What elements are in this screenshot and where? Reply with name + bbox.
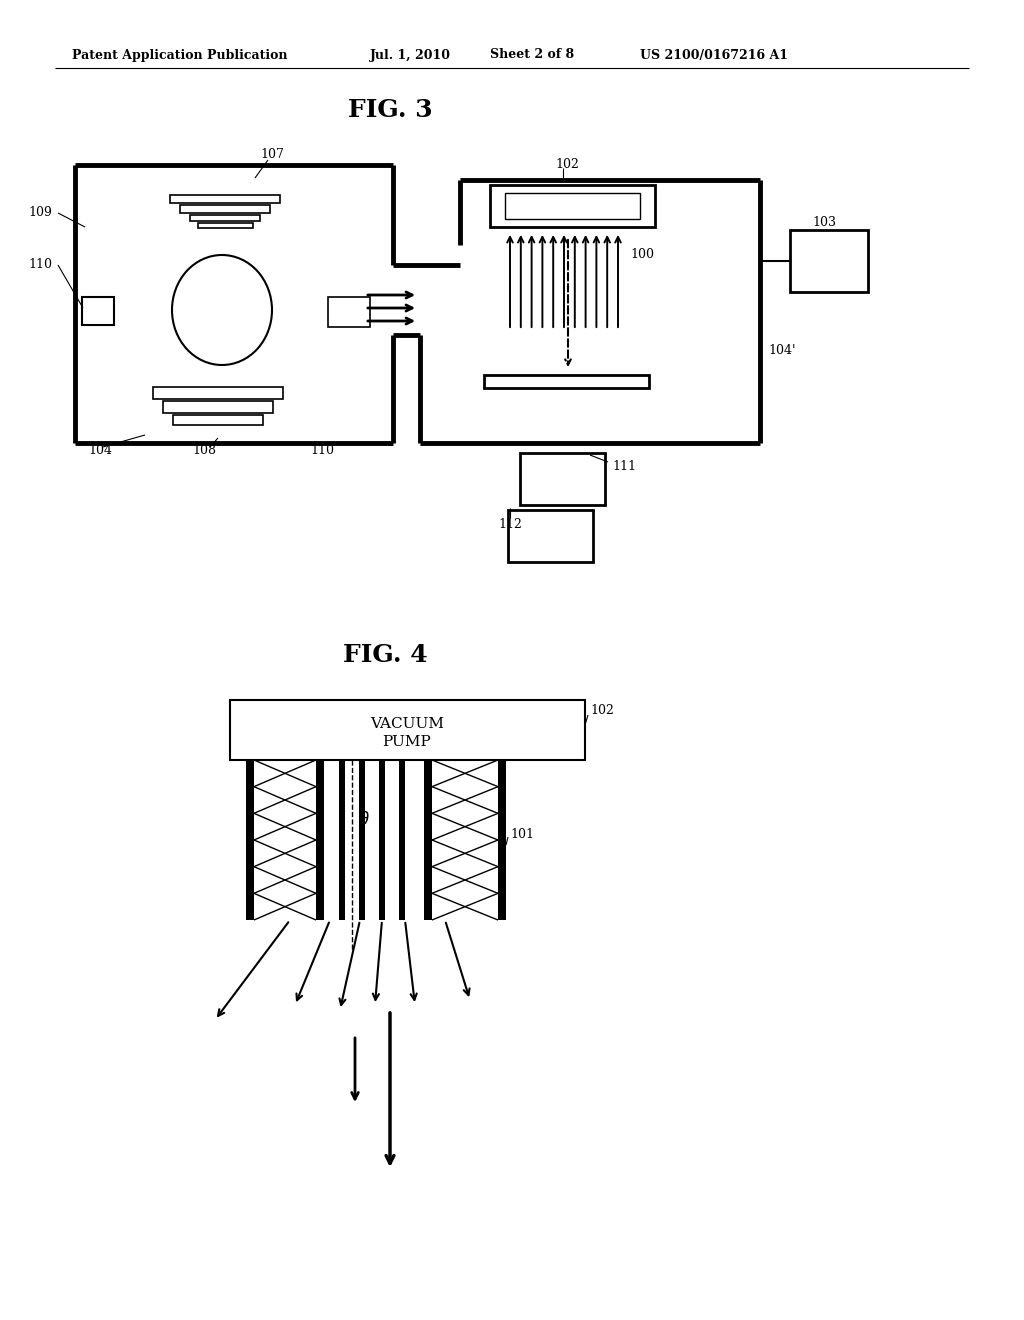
Bar xyxy=(328,297,370,327)
Bar xyxy=(153,387,283,399)
Bar xyxy=(399,760,406,920)
Bar xyxy=(180,205,270,213)
Text: FIG. 4: FIG. 4 xyxy=(343,643,427,667)
Text: 108: 108 xyxy=(193,444,216,457)
Bar xyxy=(173,414,263,425)
Bar xyxy=(82,297,114,325)
Text: 104': 104' xyxy=(768,343,796,356)
Bar xyxy=(505,193,640,219)
Bar xyxy=(198,223,253,228)
Text: $\theta$: $\theta$ xyxy=(358,810,370,829)
Bar xyxy=(790,230,868,292)
Text: 112: 112 xyxy=(498,519,522,532)
Bar xyxy=(246,760,254,920)
Bar xyxy=(498,760,506,920)
Text: 103: 103 xyxy=(812,215,836,228)
Text: 109: 109 xyxy=(28,206,52,219)
Text: Sheet 2 of 8: Sheet 2 of 8 xyxy=(490,49,574,62)
Bar xyxy=(230,700,585,760)
Ellipse shape xyxy=(172,255,272,366)
Bar xyxy=(520,453,605,506)
Bar xyxy=(484,375,649,388)
Text: 107: 107 xyxy=(260,149,284,161)
Bar xyxy=(163,401,273,413)
Text: 110: 110 xyxy=(28,259,52,272)
Text: 110: 110 xyxy=(310,444,334,457)
Bar xyxy=(170,195,280,203)
Bar xyxy=(190,215,260,220)
Text: 100: 100 xyxy=(630,248,654,261)
Text: US 2100/0167216 A1: US 2100/0167216 A1 xyxy=(640,49,788,62)
Text: 101: 101 xyxy=(510,829,534,842)
Text: 111: 111 xyxy=(612,461,636,474)
Bar xyxy=(424,760,432,920)
Bar xyxy=(508,510,593,562)
Bar xyxy=(316,760,324,920)
Bar xyxy=(359,760,365,920)
Text: FIG. 3: FIG. 3 xyxy=(348,98,432,121)
Bar xyxy=(490,185,655,227)
Text: PUMP: PUMP xyxy=(383,735,431,748)
Text: 102: 102 xyxy=(555,158,579,172)
Text: 102: 102 xyxy=(590,704,613,717)
Text: Jul. 1, 2010: Jul. 1, 2010 xyxy=(370,49,451,62)
Text: 104: 104 xyxy=(88,444,112,457)
Bar xyxy=(339,760,345,920)
Text: VACUUM: VACUUM xyxy=(370,717,444,731)
Text: Patent Application Publication: Patent Application Publication xyxy=(72,49,288,62)
Bar xyxy=(379,760,385,920)
